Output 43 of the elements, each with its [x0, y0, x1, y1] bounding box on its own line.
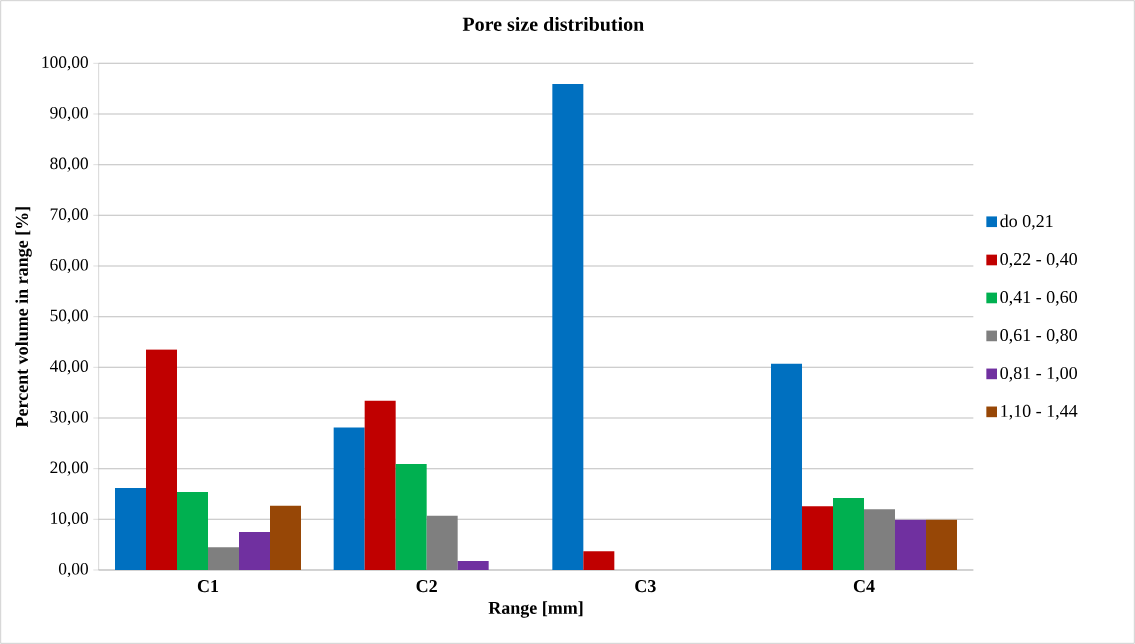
y-tick-label: 30,00	[50, 410, 88, 426]
bar	[552, 84, 584, 570]
x-tick-label: C2	[416, 580, 437, 593]
y-tick-label: 60,00	[50, 258, 88, 274]
y-tick-label: 10,00	[51, 512, 88, 527]
y-tick-label: 20,00	[50, 461, 88, 476]
x-tick-label: C1	[197, 580, 219, 593]
legend-label: 1,10 - 1,44	[1001, 404, 1078, 420]
y-tick-label: 0,00	[58, 562, 88, 578]
y-tick-label: 40,00	[49, 360, 88, 375]
bar	[208, 547, 240, 570]
bar	[426, 515, 458, 570]
y-tick-label: 50,00	[50, 309, 88, 324]
chart-title: Pore size distribution	[462, 16, 644, 32]
bar	[270, 505, 301, 570]
bar	[177, 491, 208, 570]
y-tick-label: 70,00	[50, 208, 88, 223]
bar	[833, 498, 865, 570]
bar	[457, 560, 489, 570]
bar	[583, 551, 615, 570]
x-axis-title: Range [mm]	[488, 601, 583, 618]
bar	[364, 400, 396, 570]
legend-label: 0,41 - 0,60	[1000, 290, 1077, 306]
legend-label: 0,81 - 1,00	[1000, 366, 1077, 382]
x-tick-label: C3	[635, 580, 656, 593]
legend-label: do 0,21	[1000, 214, 1053, 230]
bar	[864, 509, 896, 570]
bar	[395, 464, 427, 570]
legend-label: 0,61 - 0,80	[1000, 328, 1077, 344]
bar	[333, 427, 365, 570]
y-axis-title: Percent volume in range [%]	[15, 207, 32, 428]
bar	[802, 506, 834, 570]
bar	[239, 532, 271, 570]
legend-label: 0,22 - 0,40	[1000, 252, 1077, 268]
bar	[895, 519, 927, 570]
y-tick-label: 100,00	[42, 56, 88, 71]
bar	[115, 487, 146, 570]
y-tick-label: 80,00	[50, 157, 88, 172]
x-tick-label: C4	[853, 580, 875, 593]
y-tick-label: 90,00	[50, 106, 88, 122]
bar	[926, 519, 957, 570]
bar	[771, 363, 802, 570]
bar	[146, 349, 177, 570]
